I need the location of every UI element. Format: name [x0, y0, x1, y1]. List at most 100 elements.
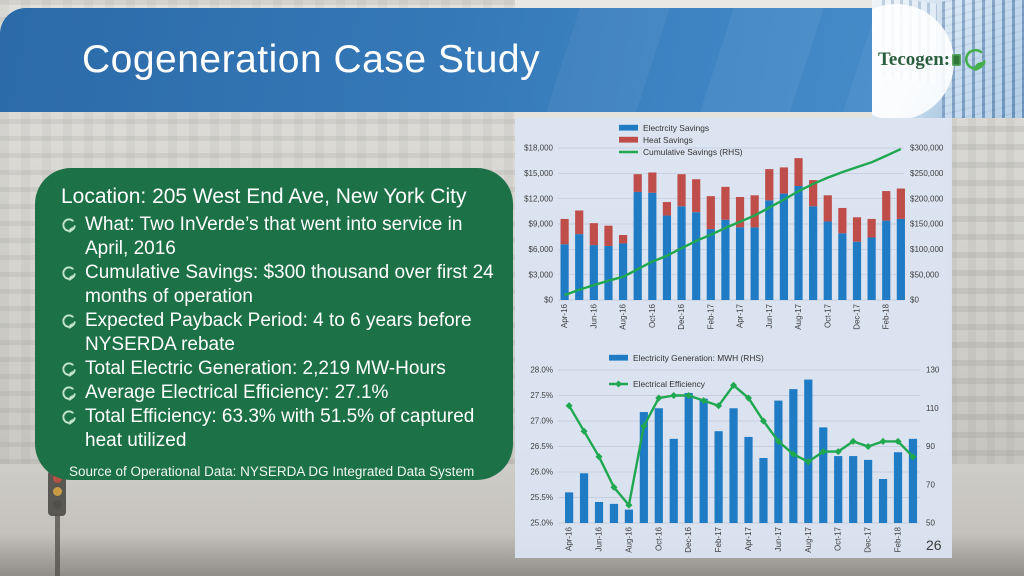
bullet-text: Total Electric Generation: 2,219 MW-Hour… — [85, 358, 446, 379]
svg-text:110: 110 — [926, 404, 939, 413]
legend-label: Electricity Generation: MWH (RHS) — [633, 353, 764, 363]
bar — [823, 195, 832, 222]
bar — [809, 206, 818, 300]
svg-text:$6,000: $6,000 — [529, 245, 554, 254]
bar — [706, 196, 715, 230]
bar — [669, 438, 678, 523]
svg-text:$3,000: $3,000 — [529, 270, 554, 279]
bar — [878, 479, 888, 523]
bar — [721, 186, 730, 220]
bar — [654, 408, 663, 523]
svg-text:26.5%: 26.5% — [530, 442, 553, 451]
bullet-item: Average Electrical Efficiency: 27.1% — [61, 381, 495, 405]
svg-text:Feb-17: Feb-17 — [706, 303, 715, 329]
logo-text: Tecogen: — [878, 49, 951, 70]
bar — [838, 233, 847, 300]
svg-text:Aug-17: Aug-17 — [794, 303, 803, 329]
svg-text:$150,000: $150,000 — [910, 220, 944, 229]
header-bar — [0, 8, 1024, 112]
bar — [560, 244, 569, 300]
bar — [706, 229, 715, 300]
bar — [834, 456, 843, 523]
generation-efficiency-chart: 28.0% 27.5% 27.0% 26.5% 26.0% 25.5% 25.0% 130 11… — [530, 353, 940, 553]
bar — [849, 456, 858, 523]
bar — [864, 459, 873, 523]
chart-panel: $18,000 $15,000 $12,000 $9,000 $6,000 $3,000 $… — [515, 118, 952, 558]
logo: Tecogen: — [878, 48, 986, 72]
traffic-light-pole — [55, 514, 60, 576]
page-number: 26 — [926, 537, 942, 553]
bar — [867, 218, 876, 238]
svg-text:Dec-16: Dec-16 — [677, 303, 686, 329]
bar — [819, 427, 828, 523]
bar — [838, 207, 847, 234]
svg-text:Jun-16: Jun-16 — [589, 303, 598, 328]
svg-text:26.0%: 26.0% — [530, 468, 553, 477]
bar — [721, 219, 730, 300]
bar — [575, 210, 584, 235]
svg-text:Jun-16: Jun-16 — [595, 526, 604, 551]
legend-label: Cumulative Savings (RHS) — [643, 147, 743, 157]
bar — [692, 179, 701, 213]
bar — [648, 192, 657, 300]
bullet-text: What: Two InVerde’s that went into servi… — [85, 214, 463, 259]
bar — [639, 412, 648, 523]
svg-text:27.5%: 27.5% — [530, 391, 553, 400]
svg-text:Dec-17: Dec-17 — [864, 526, 873, 552]
bar — [624, 509, 633, 523]
bar — [648, 172, 657, 193]
info-heading: Location: 205 West End Ave, New York Cit… — [61, 185, 467, 208]
svg-text:Jun-17: Jun-17 — [765, 303, 774, 328]
bar — [692, 212, 701, 300]
bar — [893, 452, 903, 523]
bar — [677, 174, 686, 207]
svg-text:$18,000: $18,000 — [524, 144, 553, 153]
bullet-item: Total Efficiency: 63.3% with 51.5% of ca… — [61, 405, 495, 453]
bar — [575, 234, 584, 300]
bar — [759, 457, 768, 523]
bar — [662, 215, 672, 300]
svg-text:25.0%: 25.0% — [530, 519, 553, 528]
bar — [565, 492, 574, 523]
svg-text:$12,000: $12,000 — [524, 194, 553, 203]
source-note: Source of Operational Data: NYSERDA DG I… — [69, 464, 475, 479]
marker — [879, 437, 887, 445]
svg-text:Feb-18: Feb-18 — [894, 526, 903, 552]
svg-text:$250,000: $250,000 — [910, 169, 944, 178]
svg-text:$0: $0 — [910, 296, 919, 305]
bar — [765, 200, 774, 300]
svg-text:Apr-17: Apr-17 — [736, 303, 745, 328]
svg-text:Dec-17: Dec-17 — [853, 303, 862, 329]
bar — [604, 225, 613, 246]
bar — [804, 379, 813, 523]
info-box: Location: 205 West End Ave, New York Cit… — [35, 168, 513, 480]
bullet-text: Expected Payback Period: 4 to 6 years be… — [85, 310, 472, 355]
bar — [765, 169, 774, 201]
bar — [662, 202, 672, 216]
leaf-swoosh-icon — [965, 48, 986, 71]
bar — [594, 501, 604, 523]
svg-text:Oct-17: Oct-17 — [834, 526, 843, 551]
bar — [867, 237, 876, 300]
savings-chart: $18,000 $15,000 $12,000 $9,000 $6,000 $3,000 $… — [524, 123, 944, 330]
svg-text:Aug-17: Aug-17 — [804, 526, 813, 552]
bar — [744, 436, 753, 523]
bar — [618, 243, 628, 300]
bar — [735, 196, 745, 228]
bar — [750, 195, 759, 228]
leaf-bullet-icon — [62, 314, 76, 329]
bullet-text: Average Electrical Efficiency: 27.1% — [85, 382, 389, 403]
legend-swatch — [619, 136, 638, 143]
bar — [750, 227, 759, 300]
bullet-text: Cumulative Savings: $300 thousand over f… — [85, 262, 494, 307]
bar — [589, 245, 598, 300]
bar — [794, 186, 803, 300]
bar — [852, 217, 862, 242]
legend-label: Heat Savings — [643, 135, 693, 145]
leaf-bullet-icon — [62, 266, 76, 281]
bar — [579, 473, 589, 523]
bar — [882, 220, 891, 300]
marker — [864, 442, 872, 451]
svg-text:Aug-16: Aug-16 — [624, 526, 633, 552]
bar — [896, 218, 905, 300]
